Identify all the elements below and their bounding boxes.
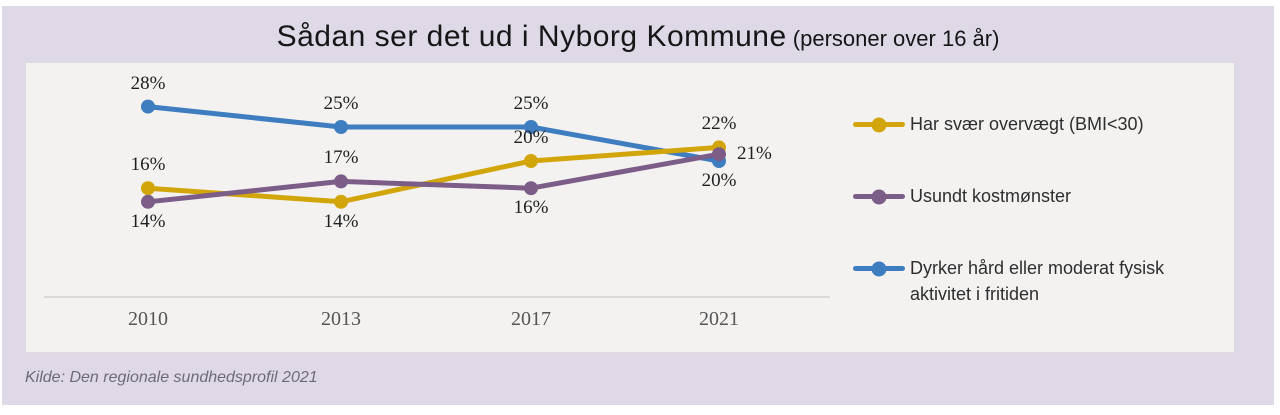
data-point xyxy=(712,147,726,162)
data-label: 17% xyxy=(323,147,359,169)
legend-label: Usundt kostmønster xyxy=(910,186,1072,206)
x-axis-line xyxy=(44,296,830,298)
legend-marker-line-icon xyxy=(853,189,905,204)
source-note: Kilde: Den regionale sundhedsprofil 2021 xyxy=(25,369,318,386)
legend-item: Usundt kostmønster xyxy=(853,183,1071,209)
legend-marker-line-icon xyxy=(853,261,905,276)
series-line xyxy=(145,144,722,205)
line-chart xyxy=(141,99,726,209)
legend-marker-dot-icon xyxy=(871,117,887,132)
legend-item: Dyrker hård eller moderat fysisk aktivit… xyxy=(853,255,1215,307)
x-tick-label: 2010 xyxy=(128,308,168,330)
data-point xyxy=(141,194,155,209)
data-label: 25% xyxy=(513,93,549,114)
legend-marker-dot-icon xyxy=(871,261,887,276)
legend-label: Har svær overvægt (BMI<30) xyxy=(910,114,1144,134)
data-point xyxy=(141,99,155,114)
data-label: 20% xyxy=(701,170,737,191)
x-tick-label: 2013 xyxy=(321,308,361,330)
chart-title-suffix: (personer over 16 år) xyxy=(786,26,1000,51)
chart-title-main: Sådan ser det ud i Nyborg Kommune xyxy=(276,20,787,53)
series-line xyxy=(145,104,722,164)
data-label: 28% xyxy=(130,72,166,94)
data-point xyxy=(141,181,155,196)
legend: Har svær overvægt (BMI<30) Usundt kostmøn… xyxy=(853,63,1223,352)
plot-panel: 16% 14% 20% 22% 14% 17% 16% 21% 28% 25% 25% 20% 201… xyxy=(25,62,1235,353)
series-line xyxy=(145,151,722,205)
data-label: 22% xyxy=(701,113,737,135)
legend-label: Dyrker hård eller moderat fysisk aktivit… xyxy=(910,258,1165,304)
chart-title: Sådan ser det ud i Nyborg Kommune (perso… xyxy=(2,20,1274,54)
data-point xyxy=(524,181,538,196)
data-label: 20% xyxy=(513,127,549,148)
data-point xyxy=(334,194,348,209)
data-point xyxy=(334,174,348,189)
legend-marker-line-icon xyxy=(853,117,905,132)
legend-item: Har svær overvægt (BMI<30) xyxy=(853,111,1144,137)
legend-marker-dot-icon xyxy=(871,189,887,204)
data-label: 25% xyxy=(323,93,359,114)
data-label: 14% xyxy=(323,210,359,232)
data-point xyxy=(334,120,348,134)
data-label: 16% xyxy=(513,197,549,219)
data-label: 14% xyxy=(130,210,166,232)
x-tick-label: 2017 xyxy=(511,308,551,330)
x-tick-label: 2021 xyxy=(699,308,739,330)
data-point xyxy=(524,120,538,134)
data-point xyxy=(524,154,538,168)
data-label: 16% xyxy=(130,154,166,176)
data-label: 21% xyxy=(737,143,772,165)
